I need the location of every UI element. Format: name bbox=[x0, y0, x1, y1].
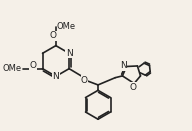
Text: N: N bbox=[66, 49, 73, 58]
Text: N: N bbox=[52, 72, 59, 81]
Text: OMe: OMe bbox=[57, 22, 76, 31]
Text: O: O bbox=[130, 83, 137, 92]
Text: O: O bbox=[81, 76, 88, 85]
Text: N: N bbox=[120, 61, 127, 70]
Text: O: O bbox=[29, 61, 36, 70]
Text: O: O bbox=[50, 31, 57, 40]
Text: OMe: OMe bbox=[3, 64, 22, 73]
